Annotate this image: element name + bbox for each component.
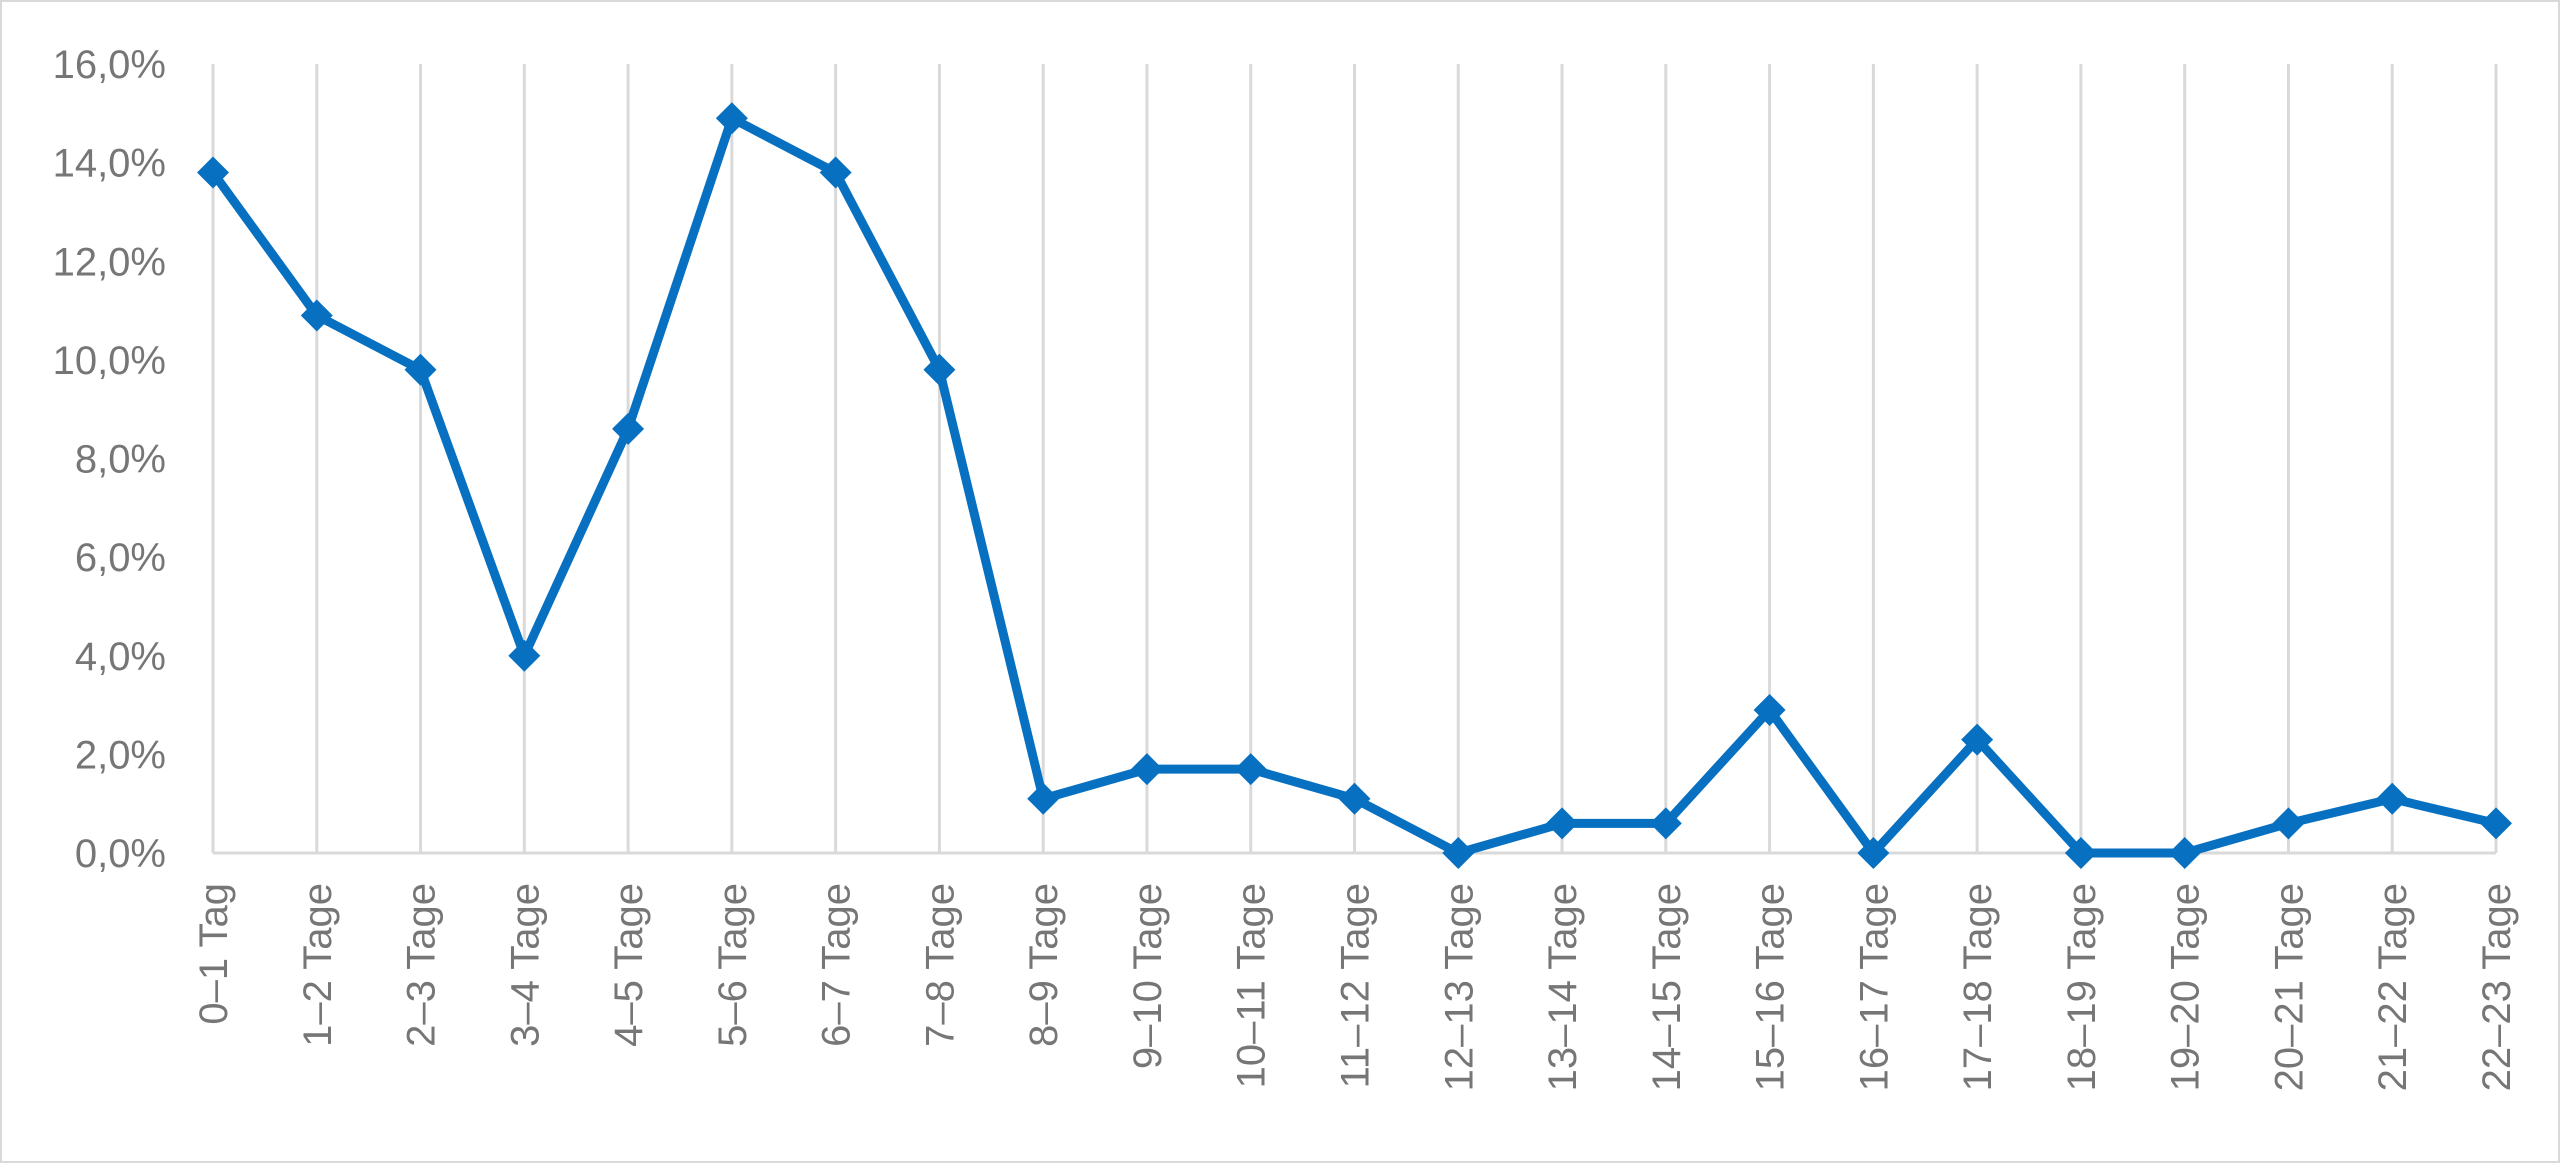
x-tick-label: 2–3 Tage	[400, 883, 444, 1047]
x-tick-label: 22–23 Tage	[2475, 883, 2519, 1091]
y-tick-label: 16,0%	[53, 43, 166, 87]
y-tick-label: 10,0%	[53, 339, 166, 383]
data-point-marker	[1546, 807, 1579, 840]
y-tick-label: 4,0%	[75, 635, 166, 679]
series	[197, 102, 2512, 869]
x-axis: 0–1 Tag 1–2 Tage 2–3 Tage 3–4 Tage 4–5 Tage 5…	[192, 883, 2519, 1091]
x-tick-label: 11–12 Tage	[1334, 883, 1378, 1088]
data-point-marker	[2480, 807, 2512, 840]
x-tick-label: 15–16 Tage	[1749, 883, 1793, 1091]
y-tick-label: 2,0%	[75, 733, 166, 777]
x-tick-label: 4–5 Tage	[607, 883, 651, 1047]
x-tick-label: 18–19 Tage	[2060, 883, 2104, 1091]
y-tick-label: 8,0%	[75, 438, 166, 482]
x-tick-label: 19–20 Tage	[2164, 883, 2208, 1091]
data-point-marker	[2168, 837, 2201, 869]
x-tick-label: 10–11 Tage	[1230, 883, 1274, 1088]
x-tick-label: 0–1 Tag	[192, 883, 236, 1025]
x-tick-label: 9–10 Tage	[1126, 883, 1170, 1069]
data-point-marker	[508, 639, 541, 672]
y-tick-label: 14,0%	[53, 142, 166, 186]
data-point-marker	[300, 299, 333, 332]
data-point-marker	[197, 156, 229, 189]
x-tick-label: 8–9 Tage	[1022, 883, 1066, 1047]
data-point-marker	[923, 353, 956, 386]
data-point-marker	[1961, 723, 1994, 756]
data-point-marker	[1027, 782, 1060, 815]
data-point-marker	[2064, 837, 2097, 869]
data-point-marker	[1130, 753, 1163, 786]
x-tick-label: 12–13 Tage	[1437, 883, 1481, 1091]
data-point-marker	[404, 353, 437, 386]
x-tick-label: 16–17 Tage	[1852, 883, 1896, 1091]
y-tick-label: 12,0%	[53, 240, 166, 284]
x-tick-label: 17–18 Tage	[1956, 883, 2000, 1091]
data-point-marker	[1442, 837, 1475, 869]
data-point-marker	[2272, 807, 2305, 840]
y-tick-label: 6,0%	[75, 536, 166, 580]
x-tick-label: 3–4 Tage	[503, 883, 547, 1047]
data-point-marker	[1649, 807, 1682, 840]
x-tick-label: 20–21 Tage	[2267, 883, 2311, 1091]
y-tick-label: 0,0%	[75, 832, 166, 876]
gridlines	[211, 64, 2498, 855]
x-tick-label: 6–7 Tage	[815, 883, 859, 1047]
y-axis: 0,0% 2,0% 4,0% 6,0% 8,0% 10,0% 12,0% 14,0% 16,0%	[53, 43, 166, 876]
data-point-marker	[819, 156, 852, 189]
x-tick-label: 21–22 Tage	[2371, 883, 2415, 1091]
data-point-marker	[1857, 837, 1890, 869]
data-point-marker	[2376, 782, 2409, 815]
x-tick-label: 1–2 Tage	[296, 883, 340, 1047]
x-tick-label: 14–15 Tage	[1645, 883, 1689, 1091]
data-point-marker	[1338, 782, 1371, 815]
x-tick-label: 13–14 Tage	[1541, 883, 1585, 1091]
data-point-marker	[1753, 693, 1786, 726]
data-point-marker	[715, 102, 748, 135]
x-tick-label: 7–8 Tage	[918, 883, 962, 1047]
data-point-marker	[612, 412, 645, 445]
data-point-marker	[1234, 753, 1267, 786]
x-tick-label: 5–6 Tage	[711, 883, 755, 1047]
